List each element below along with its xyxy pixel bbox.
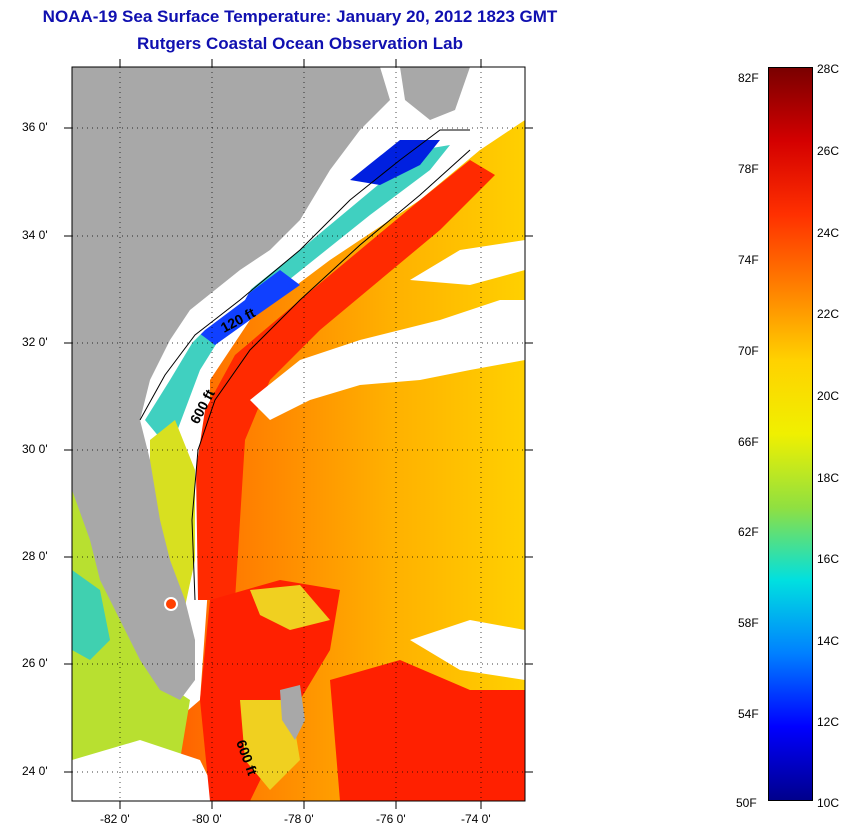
- map-title: NOAA-19 Sea Surface Temperature: January…: [42, 7, 558, 26]
- lon-label: -74 0': [461, 812, 491, 826]
- lon-label: -80 0': [192, 812, 222, 826]
- colorbar-c-label: 26C: [817, 144, 840, 158]
- colorbar-f-label: 66F: [738, 435, 759, 449]
- lat-label: 34 0': [22, 228, 48, 242]
- lon-label: -76 0': [376, 812, 406, 826]
- colorbar-f-label: 70F: [738, 344, 759, 358]
- shelf-water-cool: [145, 145, 450, 450]
- colorbar-f-label: 74F: [738, 253, 759, 267]
- cloud-mask: [410, 240, 525, 285]
- colorbar-c-label: 28C: [817, 62, 840, 76]
- colorbar-c-label: 14C: [817, 634, 840, 648]
- map-frame: [71, 66, 526, 802]
- axis-ticks: [64, 59, 533, 809]
- colorbar-f-label: 78F: [738, 162, 759, 176]
- gulf-cool-patch: [72, 570, 110, 660]
- lake-okeechobee: [164, 597, 178, 611]
- isobath-600ft: [191, 149, 471, 601]
- graticule: [72, 67, 525, 801]
- colorbar-c-label: 12C: [817, 715, 840, 729]
- little-bahama-bank: [250, 585, 330, 630]
- land-mass-us: [72, 67, 390, 700]
- lon-label: -82 0': [100, 812, 130, 826]
- cloud-mask: [72, 740, 220, 801]
- colorbar-c-label: 20C: [817, 389, 840, 403]
- colorbar-f-label: 58F: [738, 616, 759, 630]
- caribbean-water: [200, 580, 340, 801]
- lon-label: -78 0': [284, 812, 314, 826]
- isobath-120ft: [139, 129, 470, 421]
- lat-label: 26 0': [22, 656, 48, 670]
- colorbar-f-label: 50F: [736, 796, 757, 810]
- colorbar-c-label: 16C: [817, 552, 840, 566]
- colorbar-f-label: 54F: [738, 707, 759, 721]
- shelf-water-cold: [195, 270, 300, 345]
- lat-label: 32 0': [22, 335, 48, 349]
- ocean-sst-field: [72, 120, 525, 801]
- map-subtitle: Rutgers Coastal Ocean Observation Lab: [137, 34, 463, 53]
- temperature-colorbar: [768, 67, 813, 801]
- cloud-mask: [250, 300, 525, 420]
- lat-label: 24 0': [22, 764, 48, 778]
- land-outer-banks: [400, 67, 470, 120]
- colorbar-f-label: 62F: [738, 525, 759, 539]
- cloud-mask: [145, 255, 270, 400]
- colorbar-c-label: 24C: [817, 226, 840, 240]
- cloud-mask: [410, 620, 525, 680]
- shelf-water-cold-north: [350, 140, 440, 185]
- lat-label: 30 0': [22, 442, 48, 456]
- colorbar-c-label: 18C: [817, 471, 840, 485]
- colorbar-c-label: 10C: [817, 796, 840, 810]
- land-andros: [280, 685, 305, 740]
- colorbar-f-label: 82F: [738, 71, 759, 85]
- colorbar-c-label: 22C: [817, 307, 840, 321]
- caribbean-water-east: [330, 660, 525, 801]
- lat-label: 28 0': [22, 549, 48, 563]
- lat-label: 36 0': [22, 120, 48, 134]
- gulf-stream-core: [196, 160, 495, 600]
